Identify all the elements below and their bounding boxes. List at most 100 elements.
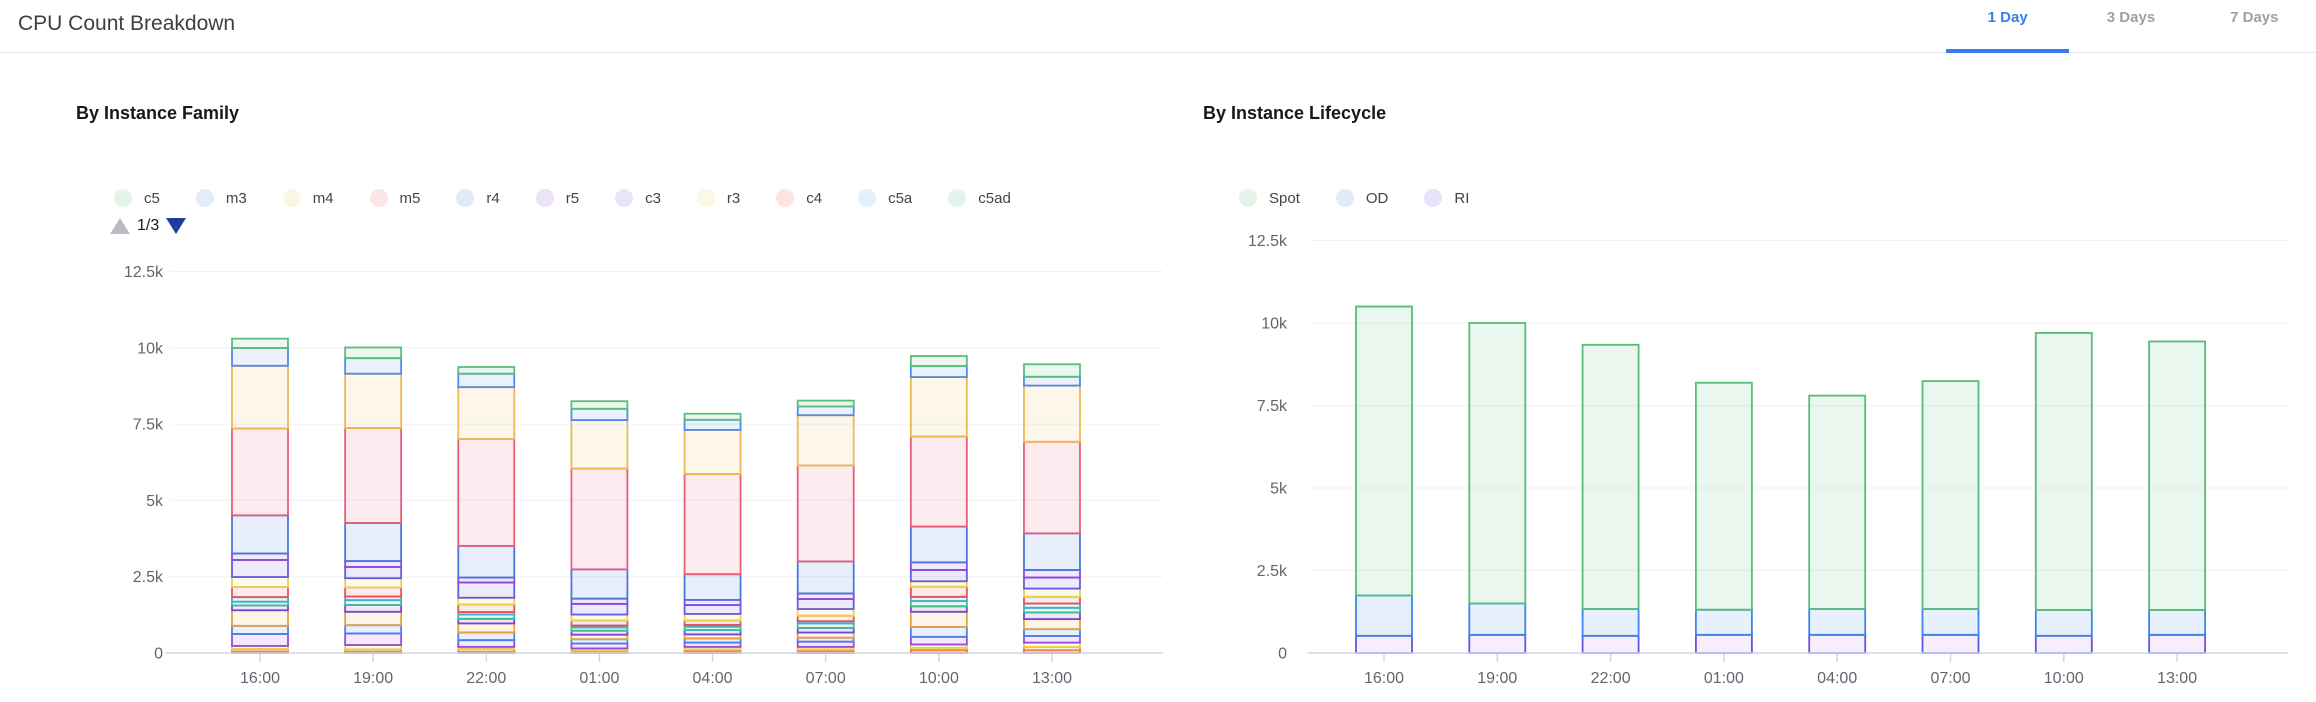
tab-7-days[interactable]: 7 Days [2193, 0, 2316, 52]
bar-segment-m4[interactable] [457, 386, 516, 440]
bar-segment-Spot[interactable] [1694, 381, 1753, 611]
bar-segment-r4[interactable] [909, 525, 968, 564]
bar-segment-Spot[interactable] [1921, 380, 1980, 611]
bar-segment-unlabeled-2[interactable] [457, 622, 516, 634]
bar-segment-r4[interactable] [683, 573, 742, 601]
bar-segment-m4[interactable] [570, 419, 629, 470]
bar-segment-m5[interactable] [231, 427, 289, 517]
legend-page-up-icon[interactable] [110, 218, 130, 234]
bar-segment-r5[interactable] [909, 561, 968, 571]
bar-segment-unlabeled-1[interactable] [344, 604, 403, 613]
bar-segment-c5[interactable] [683, 412, 742, 421]
bar-segment-r3[interactable] [231, 576, 289, 588]
bar-segment-OD[interactable] [1921, 608, 1980, 636]
bar-segment-m5[interactable] [570, 467, 629, 571]
bar-segment-unlabeled-4[interactable] [1023, 635, 1081, 644]
bar-segment-c4[interactable] [231, 586, 289, 599]
bar-segment-OD[interactable] [1355, 594, 1413, 637]
bar-segment-r3[interactable] [344, 577, 403, 589]
legend-item-c5[interactable]: c5 [114, 189, 160, 207]
bar-segment-c5[interactable] [344, 346, 403, 360]
legend-item-m5[interactable]: m5 [369, 189, 420, 207]
legend-item-r3[interactable]: r3 [696, 189, 740, 207]
bar-segment-c3[interactable] [683, 604, 742, 615]
legend-item-Spot[interactable]: Spot [1239, 189, 1300, 207]
bar-segment-m3[interactable] [1023, 375, 1081, 387]
legend-item-c3[interactable]: c3 [615, 189, 661, 207]
bar-segment-m3[interactable] [683, 418, 742, 431]
bar-segment-m4[interactable] [796, 414, 855, 467]
legend-item-RI[interactable]: RI [1424, 189, 1469, 207]
bar-segment-RI[interactable] [1468, 633, 1527, 654]
bar-segment-m4[interactable] [231, 364, 289, 430]
bar-segment-RI[interactable] [2034, 634, 2093, 654]
bar-segment-OD[interactable] [1468, 602, 1527, 636]
bar-segment-r3[interactable] [1023, 587, 1081, 598]
bar-segment-r3[interactable] [457, 596, 516, 606]
bar-segment-r4[interactable] [570, 568, 629, 600]
bar-segment-c4[interactable] [909, 585, 968, 598]
bar-segment-r5[interactable] [1023, 569, 1081, 579]
bar-segment-c3[interactable] [344, 566, 403, 580]
bar-segment-m3[interactable] [457, 372, 516, 389]
bar-segment-RI[interactable] [1581, 634, 1640, 654]
bar-segment-r5[interactable] [231, 552, 289, 561]
bar-segment-c5[interactable] [457, 366, 516, 375]
bar-segment-r4[interactable] [344, 522, 403, 563]
bar-segment-m3[interactable] [231, 347, 289, 367]
legend-item-r4[interactable]: r4 [456, 189, 500, 207]
bar-segment-c5[interactable] [909, 355, 968, 368]
bar-segment-c3[interactable] [457, 581, 516, 599]
bar-segment-Spot[interactable] [2148, 340, 2206, 611]
legend-item-OD[interactable]: OD [1335, 189, 1388, 207]
bar-segment-m5[interactable] [909, 435, 968, 528]
bar-segment-c3[interactable] [570, 602, 629, 616]
bar-segment-m4[interactable] [1023, 384, 1081, 443]
bar-segment-unlabeled-4[interactable] [231, 633, 289, 647]
bar-segment-RI[interactable] [2148, 633, 2206, 654]
bar-segment-m5[interactable] [457, 438, 516, 547]
bar-segment-r3[interactable] [683, 613, 742, 622]
bar-segment-Spot[interactable] [2034, 332, 2093, 612]
bar-segment-c3[interactable] [909, 569, 968, 583]
bar-segment-r3[interactable] [570, 613, 629, 622]
legend-item-r5[interactable]: r5 [535, 189, 579, 207]
legend-item-c4[interactable]: c4 [776, 189, 822, 207]
legend-item-c5ad[interactable]: c5ad [948, 189, 1011, 207]
bar-segment-m5[interactable] [683, 473, 742, 576]
tab-3-days[interactable]: 3 Days [2069, 0, 2192, 52]
bar-segment-m4[interactable] [683, 428, 742, 476]
bar-segment-Spot[interactable] [1808, 394, 1867, 611]
bar-segment-c3[interactable] [1023, 576, 1081, 590]
bar-segment-Spot[interactable] [1468, 322, 1527, 605]
bar-segment-unlabeled-2[interactable] [1023, 618, 1081, 631]
bar-segment-m3[interactable] [570, 407, 629, 422]
bar-segment-m5[interactable] [796, 464, 855, 563]
legend-item-c5a[interactable]: c5a [858, 189, 912, 207]
bar-segment-RI[interactable] [1921, 633, 1980, 654]
tab-1-day[interactable]: 1 Day [1946, 0, 2070, 53]
bar-segment-c5[interactable] [570, 400, 629, 410]
bar-segment-unlabeled-1[interactable] [1023, 611, 1081, 621]
bar-segment-c3[interactable] [796, 598, 855, 610]
bar-segment-m5[interactable] [344, 427, 403, 524]
bar-segment-unlabeled-4[interactable] [909, 635, 968, 646]
bar-segment-RI[interactable] [1355, 634, 1413, 654]
legend-item-m3[interactable]: m3 [195, 189, 247, 207]
bar-segment-OD[interactable] [2148, 609, 2206, 636]
bar-segment-m3[interactable] [796, 405, 855, 417]
bar-segment-unlabeled-3[interactable] [457, 631, 516, 642]
bar-segment-r3[interactable] [796, 608, 855, 617]
bar-segment-Spot[interactable] [1355, 305, 1413, 597]
bar-segment-m5[interactable] [1023, 440, 1081, 535]
bar-segment-unlabeled-2[interactable] [344, 610, 403, 627]
bar-segment-m3[interactable] [344, 357, 403, 375]
bar-segment-RI[interactable] [1694, 633, 1753, 654]
bar-segment-c5[interactable] [796, 399, 855, 408]
bar-segment-unlabeled-3[interactable] [231, 624, 289, 635]
bar-segment-unlabeled-4[interactable] [344, 632, 403, 646]
bar-segment-r4[interactable] [796, 560, 855, 595]
bar-segment-OD[interactable] [1808, 608, 1867, 636]
bar-segment-unlabeled-2[interactable] [909, 610, 968, 628]
legend-page-down-icon[interactable] [166, 218, 187, 234]
